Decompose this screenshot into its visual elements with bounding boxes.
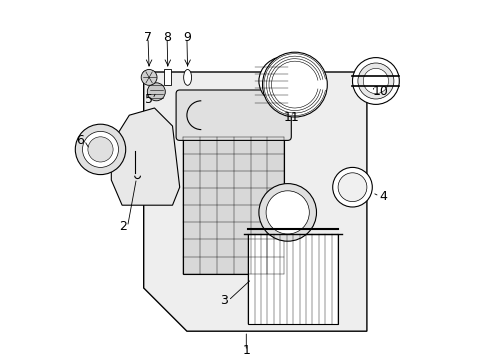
Ellipse shape xyxy=(258,56,316,106)
Bar xyxy=(183,137,284,274)
Circle shape xyxy=(147,83,165,101)
Circle shape xyxy=(258,184,316,241)
Circle shape xyxy=(352,58,399,104)
Text: 3: 3 xyxy=(220,294,228,307)
Text: 5: 5 xyxy=(144,93,152,105)
Polygon shape xyxy=(111,108,179,205)
Circle shape xyxy=(332,167,371,207)
Circle shape xyxy=(88,137,113,162)
Circle shape xyxy=(262,52,326,117)
Circle shape xyxy=(363,68,387,94)
Bar xyxy=(164,69,171,85)
Circle shape xyxy=(357,63,393,99)
Text: 8: 8 xyxy=(163,31,171,44)
Text: 9: 9 xyxy=(183,31,190,44)
Text: 2: 2 xyxy=(120,220,127,233)
Circle shape xyxy=(337,173,366,202)
Text: 7: 7 xyxy=(144,31,152,44)
Polygon shape xyxy=(143,72,366,331)
FancyBboxPatch shape xyxy=(176,90,291,140)
Bar xyxy=(247,234,337,324)
Text: 6: 6 xyxy=(76,134,84,147)
Circle shape xyxy=(141,69,157,85)
Text: 10: 10 xyxy=(371,85,387,98)
Text: 4: 4 xyxy=(379,190,386,203)
Text: 1: 1 xyxy=(242,345,250,357)
Circle shape xyxy=(75,124,125,175)
Circle shape xyxy=(82,131,118,167)
Ellipse shape xyxy=(183,69,191,85)
Circle shape xyxy=(265,191,309,234)
Text: 11: 11 xyxy=(283,111,299,123)
